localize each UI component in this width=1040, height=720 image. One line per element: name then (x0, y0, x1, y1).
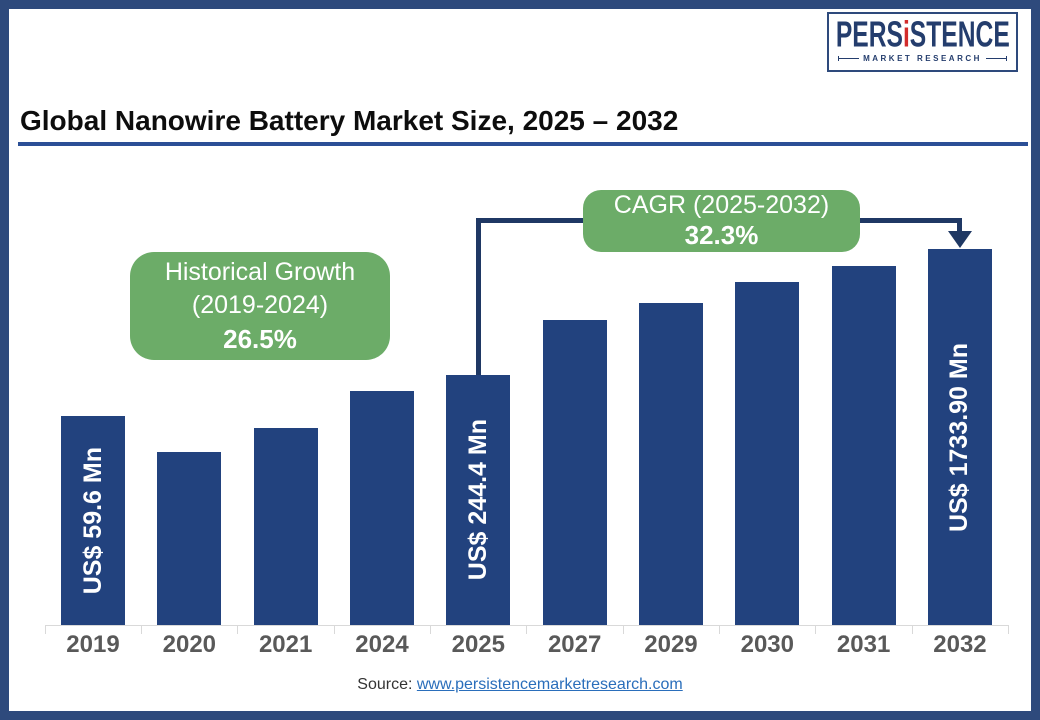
bar-2020 (157, 452, 222, 625)
bar-2025: US$ 244.4 Mn (446, 375, 511, 625)
x-axis-tick (911, 625, 913, 634)
logo-rule-left (838, 56, 860, 61)
bar-value-label-2025: US$ 244.4 Mn (463, 419, 492, 581)
bar-2030 (735, 282, 800, 625)
x-tick-label-2031: 2031 (836, 631, 891, 658)
source-label: Source: (357, 676, 413, 693)
connector-vertical-from (475, 218, 481, 375)
x-axis-tick (719, 625, 721, 634)
x-axis-tick (44, 625, 46, 634)
x-axis-tick (430, 625, 432, 634)
source-line: Source: www.persistencemarketresearch.co… (9, 676, 1031, 694)
x-tick-label-2032: 2032 (933, 631, 987, 658)
brand-subtitle: MARKET RESEARCH (863, 54, 982, 63)
plot-area: US$ 59.6 Mn 2019 2020 2021 2024 US$ 244.4 Mn 2… (9, 9, 1031, 711)
bar-2031 (831, 266, 896, 625)
bar-value-label-wrap-2025: US$ 244.4 Mn (446, 375, 510, 625)
cagr-callout-value: 32.3% (684, 220, 759, 251)
page-title: Global Nanowire Battery Market Size, 202… (20, 105, 679, 136)
x-tick-label-2027: 2027 (547, 631, 602, 658)
bar-value-label-wrap-2019: US$ 59.6 Mn (61, 416, 125, 625)
bar-value-label-2019: US$ 59.6 Mn (78, 446, 107, 595)
title-underline (18, 142, 1028, 146)
historical-growth-callout: Historical Growth (2019-2024) 26.5% (130, 252, 390, 360)
brand-text-i: i (902, 14, 910, 55)
source-link[interactable]: www.persistencemarketresearch.com (416, 676, 683, 693)
connector-arrowhead-icon (947, 231, 972, 248)
brand-text-post: STENCE (909, 14, 1010, 55)
brand-wordmark: PERSiSTENCE (835, 14, 1010, 55)
bar-value-label-2032: US$ 1733.90 Mn (945, 342, 974, 532)
x-axis-tick (237, 625, 239, 634)
bar-2029 (638, 303, 703, 625)
brand-logo: PERSiSTENCE MARKET RESEARCH (827, 12, 1018, 72)
x-tick-label-2019: 2019 (66, 631, 120, 658)
x-axis-tick (622, 625, 624, 634)
x-tick-label-2024: 2024 (355, 631, 409, 658)
x-tick-label-2025: 2025 (451, 631, 505, 658)
x-axis-line (44, 625, 1009, 626)
historical-callout-value: 26.5% (223, 323, 297, 354)
bar-2027 (542, 320, 607, 625)
x-axis-tick (333, 625, 335, 634)
x-tick-label-2021: 2021 (258, 631, 313, 658)
x-tick-label-2029: 2029 (644, 631, 698, 658)
x-tick-label-2020: 2020 (162, 631, 217, 658)
connector-vertical-to (957, 218, 963, 232)
bar-2021 (253, 428, 318, 625)
x-axis-tick (141, 625, 143, 634)
bar-value-label-wrap-2032: US$ 1733.90 Mn (928, 249, 992, 625)
logo-rule-right (985, 56, 1007, 61)
bar-2024 (349, 391, 414, 625)
cagr-callout-line1: CAGR (2025-2032) (613, 191, 830, 220)
historical-callout-line1: Historical Growth (164, 257, 356, 286)
x-tick-label-2030: 2030 (740, 631, 794, 658)
bar-2019: US$ 59.6 Mn (61, 416, 125, 625)
historical-callout-line2: (2019-2024) (191, 290, 329, 319)
brand-subtitle-row: MARKET RESEARCH (838, 54, 1007, 63)
x-axis-tick (815, 625, 817, 634)
brand-text-pre: PERS (835, 14, 903, 55)
cagr-callout: CAGR (2025-2032) 32.3% (583, 190, 860, 252)
x-axis-tick (526, 625, 528, 634)
bar-2032: US$ 1733.90 Mn (927, 249, 992, 625)
x-axis-tick (1008, 625, 1010, 634)
